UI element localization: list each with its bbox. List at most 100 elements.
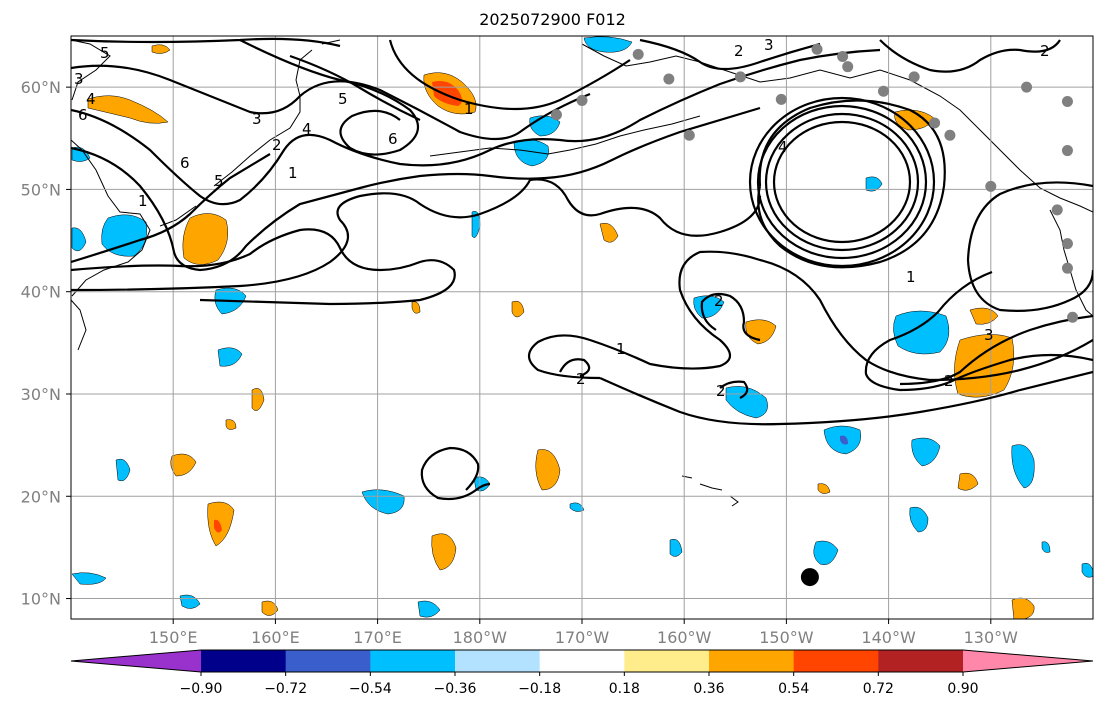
contour-label: 1 <box>138 192 148 210</box>
colorbar-segment <box>793 650 879 672</box>
storm-center-marker <box>800 568 819 587</box>
colorbar: −0.90 −0.72 −0.54 −0.36 −0.18 0.18 0.36 0.54 0.7… <box>70 649 1094 697</box>
contour-line <box>71 178 762 292</box>
contour-label: 2 <box>714 292 724 310</box>
contour-label: 1 <box>288 164 298 182</box>
colorbar-tick-label: 0.18 <box>609 681 640 697</box>
contour-label: 3 <box>984 326 994 344</box>
contour-label: 5 <box>214 172 224 190</box>
positive-anomaly-patch <box>182 213 228 265</box>
coastline-hawaii <box>681 475 739 507</box>
contour-label: 1 <box>616 340 626 358</box>
contour-ring <box>756 104 928 260</box>
colorbar-segment <box>370 650 456 672</box>
lat-tick-label: 60°N <box>21 78 61 97</box>
station-markers <box>550 43 1079 323</box>
station-dot <box>842 61 854 73</box>
colorbar-extend-low <box>71 650 201 672</box>
colorbar-segment <box>539 650 625 672</box>
station-dot <box>1061 145 1073 157</box>
lon-tick-label: 140°W <box>861 628 916 647</box>
colorbar-extend-high <box>963 650 1093 672</box>
negative-anomaly-patch <box>1081 563 1093 578</box>
axis-ticks: 150°E 160°E 170°E 180°W 170°W 160°W 150°W 140°W… <box>21 78 1018 647</box>
colorbar-tick-label: −0.18 <box>518 681 561 697</box>
negative-anomaly-patch <box>115 458 131 482</box>
negative-anomaly-patch <box>865 176 883 192</box>
positive-anomaly-patch <box>170 453 197 477</box>
contour-label: 2 <box>1040 42 1050 60</box>
negative-anomaly-patch <box>893 310 950 355</box>
contour-label: 3 <box>764 36 774 54</box>
colorbar-segment <box>285 650 371 672</box>
positive-anomaly-patch <box>535 449 561 491</box>
lon-tick-label: 150°E <box>149 628 198 647</box>
lat-tick-label: 10°N <box>21 590 61 609</box>
lon-tick-label: 130°W <box>964 628 1019 647</box>
station-dot <box>1061 238 1073 250</box>
station-dot <box>985 180 997 192</box>
station-dot <box>811 43 823 55</box>
contour-label: 2 <box>272 136 282 154</box>
contour-label: 4 <box>778 138 788 156</box>
negative-anomaly-patch <box>217 347 243 367</box>
contour-line <box>966 181 1093 312</box>
contour-label: 3 <box>74 70 84 88</box>
negative-anomaly-patch <box>569 502 585 512</box>
coastline-asia <box>71 39 151 351</box>
positive-anomaly-patch <box>894 109 935 131</box>
colorbar-segment <box>201 650 287 672</box>
contour-ring <box>764 112 920 252</box>
colorbar-segment <box>709 650 795 672</box>
coastline-alaska <box>581 43 1093 213</box>
contour-line <box>559 358 591 378</box>
colorbar-segment <box>455 650 541 672</box>
positive-anomaly-patch <box>261 600 279 616</box>
negative-anomaly-patch <box>583 36 633 53</box>
negative-anomaly-patch <box>417 600 441 618</box>
lat-tick-label: 30°N <box>21 385 61 404</box>
station-dot <box>734 71 746 83</box>
contour-line <box>71 64 591 141</box>
colorbar-tick-label: −0.90 <box>180 681 223 697</box>
contour-line <box>719 380 749 399</box>
colorbar-tick-label: −0.54 <box>349 681 392 697</box>
station-dot <box>1067 311 1079 323</box>
contour-ring <box>748 96 936 268</box>
lat-tick-label: 50°N <box>21 180 61 199</box>
contour-label: 4 <box>86 90 96 108</box>
graticule <box>71 36 1093 619</box>
positive-anomaly-patch <box>207 501 235 547</box>
map-panel: 5 3 4 6 1 2 3 4 5 6 1 2 3 4 5 6 1 2 2 1 <box>21 35 1094 647</box>
negative-anomaly-patch <box>1041 541 1051 553</box>
colorbar-tick-label: −0.72 <box>264 681 307 697</box>
station-dot <box>683 129 695 141</box>
lon-tick-label: 160°W <box>657 628 712 647</box>
contour-line <box>599 370 1093 426</box>
contour-label: 1 <box>906 268 916 286</box>
negative-anomaly-core <box>840 435 848 445</box>
station-dot <box>1021 81 1033 93</box>
contour-line <box>239 39 420 156</box>
contour-line <box>420 446 491 501</box>
negative-anomaly-patch <box>813 540 839 565</box>
contour-label: 5 <box>100 44 110 62</box>
positive-anomaly-patch <box>225 419 237 430</box>
contour-line <box>71 106 761 272</box>
colorbar-tick-label: −0.36 <box>434 681 477 697</box>
contour-label: 6 <box>180 154 190 172</box>
station-dot <box>550 109 562 121</box>
station-dot <box>908 71 920 83</box>
lat-tick-label: 40°N <box>21 283 61 302</box>
contour-label: 5 <box>338 90 348 108</box>
contour-ring <box>772 120 912 244</box>
contour-line <box>639 38 821 71</box>
station-dot <box>877 85 889 97</box>
positive-anomaly-patch <box>431 533 457 571</box>
positive-anomaly-patch <box>411 301 421 314</box>
station-dot <box>663 73 675 85</box>
colorbar-tick-label: 0.72 <box>863 681 894 697</box>
negative-anomaly-patch <box>911 437 941 467</box>
contour-line <box>700 292 761 342</box>
